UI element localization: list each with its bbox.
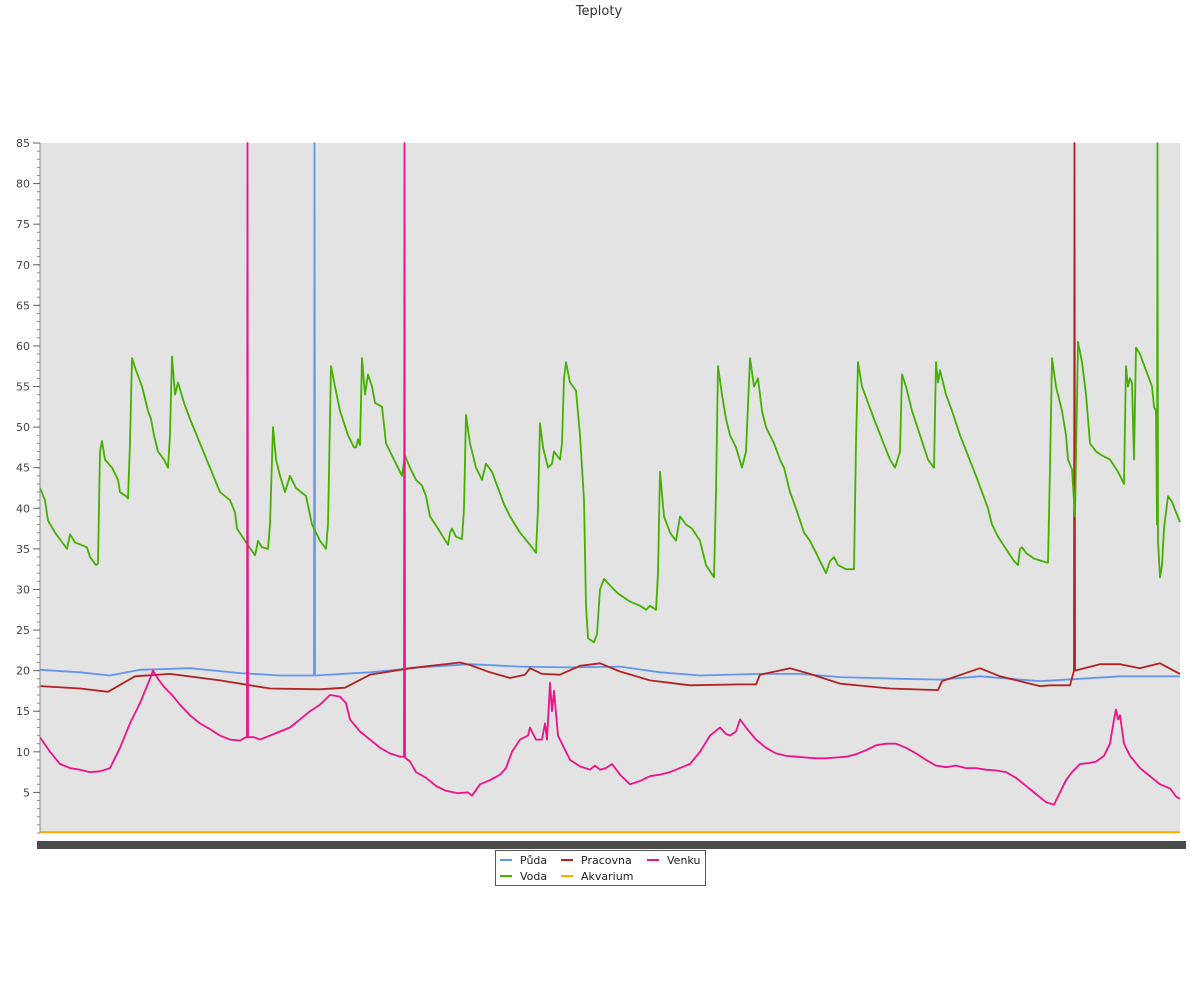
y-tick-label: 70 [16, 259, 30, 272]
y-tick-label: 30 [16, 583, 30, 596]
y-tick-label: 55 [16, 381, 30, 394]
axis-layer: 5 10 15 20 25 30 35 40 45 50 55 60 65 70 75 80 85 [16, 137, 1186, 849]
series-line-4 [39, 142, 1181, 806]
y-tick-label: 75 [16, 218, 30, 231]
series-line-2 [39, 142, 1181, 644]
x-tick-band [37, 841, 1186, 849]
y-tick-label: 45 [16, 462, 30, 475]
y-tick-label: 5 [23, 786, 30, 799]
y-tick-label: 80 [16, 178, 30, 191]
y-tick-label: 15 [16, 705, 30, 718]
legend-label-2: Voda [520, 870, 547, 883]
legend-label-0: Půda [520, 854, 547, 867]
y-tick-label: 20 [16, 665, 30, 678]
chart-title: Teploty [575, 4, 623, 19]
legend-label-1: Pracovna [581, 854, 632, 867]
series-layer [39, 142, 1181, 834]
y-tick-label: 25 [16, 624, 30, 637]
y-tick-label: 85 [16, 137, 30, 150]
plot-area [40, 143, 1180, 833]
y-tick-label: 65 [16, 299, 30, 312]
y-tick-label: 40 [16, 502, 30, 515]
legend-box [495, 850, 706, 886]
y-tick-label: 60 [16, 340, 30, 353]
series-line-1 [39, 142, 1181, 693]
legend: Půda Pracovna Voda Akvarium Venku [495, 850, 706, 886]
y-tick-label: 10 [16, 746, 30, 759]
legend-label-4: Venku [667, 854, 700, 867]
y-tick-label: 35 [16, 543, 30, 556]
y-tick-label: 50 [16, 421, 30, 434]
series-line-0 [39, 142, 1180, 683]
legend-label-3: Akvarium [581, 870, 633, 883]
